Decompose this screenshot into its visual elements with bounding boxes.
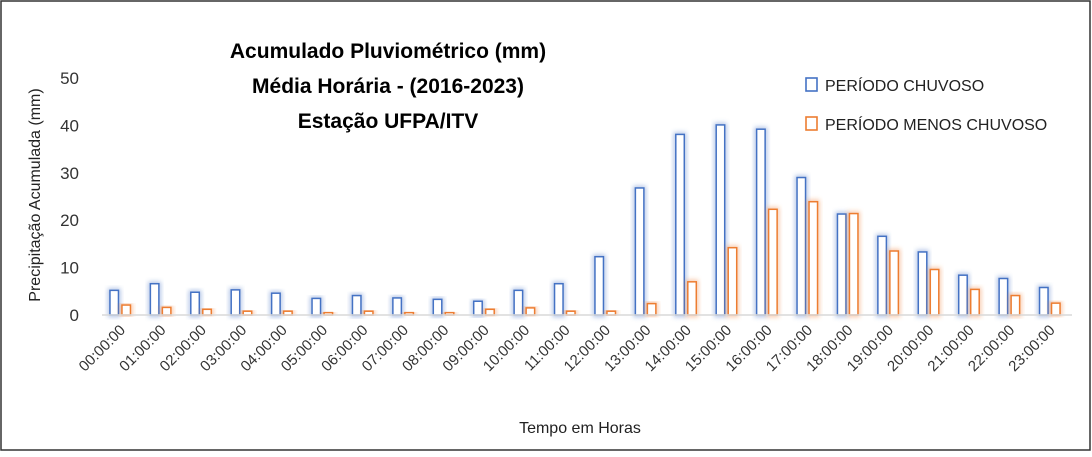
bar-menos-chuvoso bbox=[161, 306, 172, 316]
bar-menos-chuvoso bbox=[1010, 294, 1021, 316]
legend-label-menos-chuvoso: PERÍODO MENOS CHUVOSO bbox=[825, 115, 1047, 134]
bar-chuvoso bbox=[109, 289, 120, 316]
bar-chuvoso bbox=[351, 294, 362, 316]
y-axis-ticks: 0 10 20 30 40 50 bbox=[60, 69, 79, 325]
bar-menos-chuvoso bbox=[525, 307, 536, 316]
legend-item-menos-chuvoso: PERÍODO MENOS CHUVOSO bbox=[805, 115, 1047, 134]
legend-swatch-menos-chuvoso bbox=[805, 116, 818, 131]
bar-menos-chuvoso bbox=[929, 268, 940, 316]
bar-chuvoso bbox=[957, 274, 968, 316]
bar-chuvoso bbox=[190, 291, 201, 316]
bar-chuvoso bbox=[311, 297, 322, 316]
bar-menos-chuvoso bbox=[889, 250, 900, 316]
bar-chuvoso bbox=[998, 277, 1009, 316]
bar-chuvoso bbox=[755, 128, 766, 316]
legend-label-chuvoso: PERÍODO CHUVOSO bbox=[825, 76, 984, 95]
bar-chuvoso bbox=[675, 133, 686, 316]
bar-chuvoso bbox=[472, 300, 483, 316]
y-tick-label: 10 bbox=[60, 259, 79, 278]
bar-menos-chuvoso bbox=[202, 308, 213, 316]
bar-menos-chuvoso bbox=[767, 208, 778, 316]
x-axis-title: Tempo em Horas bbox=[519, 420, 641, 437]
y-axis-title: Precipitação Acumulada (mm) bbox=[27, 88, 44, 301]
chart-title: Acumulado Pluviométrico (mm) Média Horár… bbox=[230, 40, 546, 133]
bar-menos-chuvoso bbox=[969, 288, 980, 316]
bar-chuvoso bbox=[553, 282, 564, 316]
legend-swatch-chuvoso bbox=[805, 77, 818, 92]
bar-menos-chuvoso bbox=[121, 304, 132, 316]
bar-menos-chuvoso bbox=[808, 200, 819, 316]
chart-title-line-1: Acumulado Pluviométrico (mm) bbox=[230, 40, 546, 63]
bar-chuvoso bbox=[149, 282, 160, 316]
bar-chuvoso bbox=[796, 176, 807, 316]
bar-chuvoso bbox=[1038, 286, 1049, 316]
y-tick-label: 50 bbox=[60, 69, 79, 88]
y-tick-label: 30 bbox=[60, 164, 79, 183]
bar-chuvoso bbox=[594, 255, 605, 316]
chart-title-line-2: Média Horária - (2016-2023) bbox=[252, 75, 524, 98]
bar-chuvoso bbox=[270, 292, 281, 316]
bar-chuvoso bbox=[715, 124, 726, 316]
y-tick-label: 20 bbox=[60, 211, 79, 230]
bar-chuvoso bbox=[836, 213, 847, 316]
bar-chuvoso bbox=[634, 187, 645, 316]
bar-menos-chuvoso bbox=[727, 246, 738, 316]
bar-chuvoso bbox=[432, 298, 443, 316]
bar-chuvoso bbox=[877, 235, 888, 316]
bar-chuvoso bbox=[513, 289, 524, 316]
chart-title-line-3: Estação UFPA/ITV bbox=[298, 110, 479, 133]
bar-menos-chuvoso bbox=[1050, 302, 1061, 316]
bar-chuvoso bbox=[917, 251, 928, 316]
bar-chuvoso bbox=[230, 289, 241, 316]
bar-menos-chuvoso bbox=[848, 212, 859, 316]
y-tick-label: 0 bbox=[70, 306, 79, 325]
bar-menos-chuvoso bbox=[484, 308, 495, 316]
legend-item-chuvoso: PERÍODO CHUVOSO bbox=[805, 76, 984, 95]
bar-menos-chuvoso bbox=[646, 302, 657, 316]
y-tick-label: 40 bbox=[60, 116, 79, 135]
legend: PERÍODO CHUVOSO PERÍODO MENOS CHUVOSO bbox=[805, 76, 1047, 134]
bar-menos-chuvoso bbox=[687, 281, 698, 316]
bar-chuvoso bbox=[392, 297, 403, 316]
